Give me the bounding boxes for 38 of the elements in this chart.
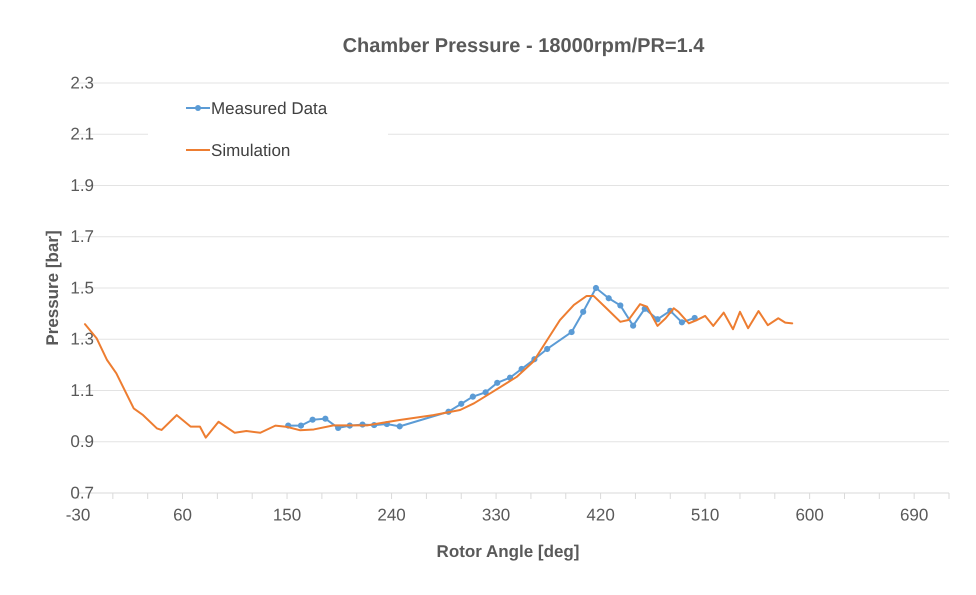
point — [617, 302, 624, 309]
x-tick-label: 60 — [173, 506, 192, 525]
y-tick-label: 0.7 — [70, 483, 94, 502]
legend-label: Simulation — [211, 141, 290, 160]
y-axis-title: Pressure [bar] — [43, 230, 62, 346]
x-tick-label: 150 — [272, 506, 302, 525]
point — [606, 295, 612, 302]
y-tick-label: 1.5 — [70, 278, 94, 298]
y-tick-label: 1.9 — [70, 176, 94, 195]
point — [470, 394, 476, 400]
point — [494, 380, 500, 386]
point — [592, 284, 600, 292]
point — [544, 346, 550, 352]
legend-label: Measured Data — [211, 99, 328, 118]
chart-title: Chamber Pressure - 18000rpm/PR=1.4 — [342, 35, 706, 57]
y-tick-label: 2.3 — [70, 73, 94, 92]
x-tick-label: 510 — [690, 506, 720, 525]
point — [580, 308, 586, 315]
x-tick-label: 420 — [586, 506, 615, 525]
point — [630, 322, 636, 329]
x-tick-label: -30 — [66, 506, 90, 525]
point — [298, 422, 304, 429]
y-tick-label: 2.1 — [70, 124, 94, 144]
y-tick-label: 1.1 — [70, 380, 94, 400]
x-axis-title: Rotor Angle [deg] — [436, 542, 580, 561]
point — [678, 319, 685, 326]
x-tick-label: 600 — [795, 506, 824, 525]
x-tick-label: 330 — [482, 506, 510, 525]
point — [458, 400, 464, 407]
point — [396, 423, 403, 430]
point — [310, 416, 316, 423]
y-tick-label: 1.7 — [70, 227, 94, 246]
y-tick-label: 1.3 — [70, 330, 94, 349]
x-tick-label: 690 — [900, 506, 928, 525]
x-tick-label: 240 — [377, 506, 406, 525]
y-tick-label: 0.9 — [70, 432, 94, 452]
point — [568, 328, 575, 336]
point — [322, 416, 328, 422]
